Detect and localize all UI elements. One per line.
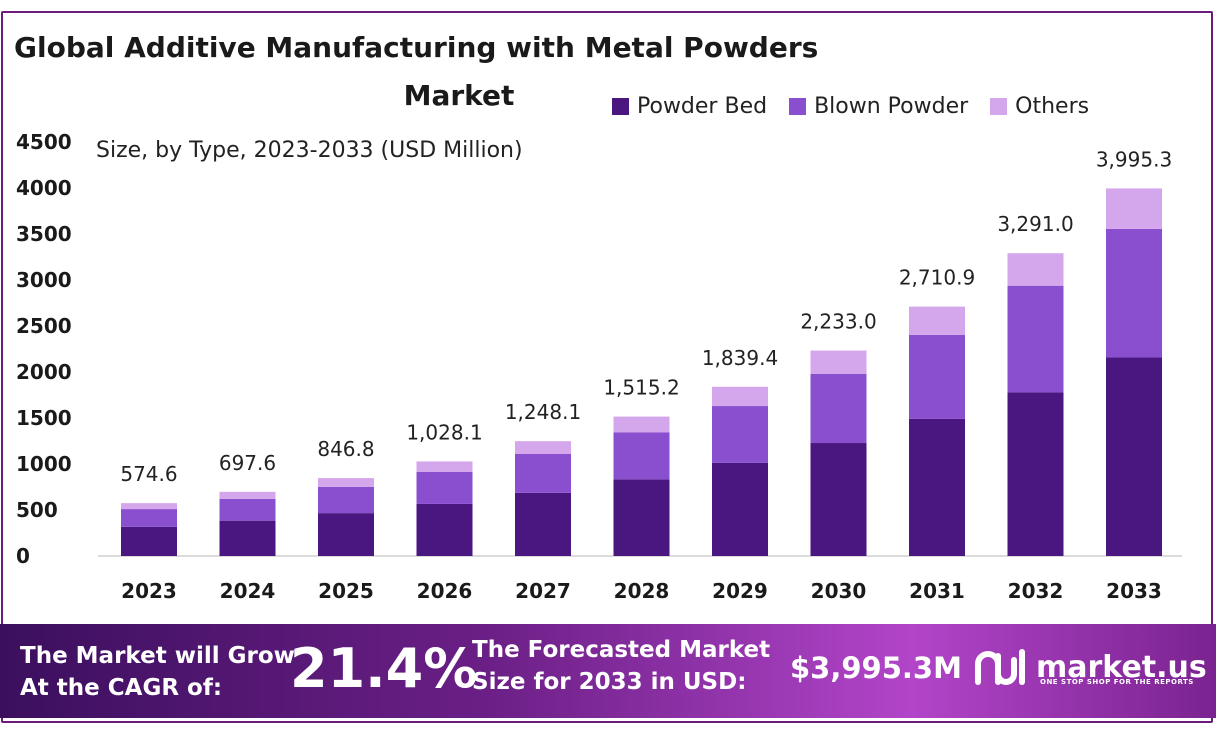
y-tick-label: 500 [16, 498, 58, 522]
bar-segment-others [909, 306, 965, 335]
bar-total-label: 1,839.4 [702, 346, 778, 370]
legend-label-blown-powder: Blown Powder [814, 94, 969, 119]
bar-segment-powder-bed [909, 418, 965, 556]
bar-total-label: 1,515.2 [603, 376, 679, 400]
x-tick-label: 2026 [417, 579, 473, 603]
bar-segment-blown-powder [416, 472, 473, 504]
x-tick-label: 2030 [811, 579, 867, 603]
y-tick-label: 4500 [16, 130, 72, 154]
market-us-logo-icon [975, 649, 1025, 685]
y-tick-label: 3500 [16, 222, 72, 246]
bar-total-label: 3,291.0 [997, 212, 1073, 236]
bar-segment-others [121, 503, 177, 510]
x-tick-label: 2033 [1106, 579, 1162, 603]
bar-segment-blown-powder [121, 509, 177, 527]
chart-subtitle: Size, by Type, 2023-2033 (USD Million) [96, 138, 523, 163]
y-tick-label: 0 [16, 544, 30, 568]
legend-swatch-powder-bed [612, 98, 629, 115]
bar-segment-powder-bed [1007, 392, 1064, 556]
cagr-label: The Market will Grow At the CAGR of: [20, 643, 295, 701]
legend-item-blown-powder: Blown Powder [789, 94, 968, 119]
legend-label-others: Others [1015, 94, 1090, 119]
bar-segment-others [1007, 253, 1064, 286]
bar-total-label: 2,710.9 [899, 266, 975, 290]
bar-segment-blown-powder [712, 406, 768, 463]
y-tick-label: 1000 [16, 452, 72, 476]
y-tick-label: 3000 [16, 268, 72, 292]
bar-total-label: 2,233.0 [800, 310, 876, 334]
bar-segment-others [219, 491, 276, 499]
x-tick-label: 2031 [909, 579, 965, 603]
chart-title: Global Additive Manufacturing with Metal… [14, 24, 904, 120]
chart-frame [1, 11, 1213, 723]
bar-segment-powder-bed [515, 492, 571, 556]
legend-swatch-others [990, 98, 1008, 115]
bar-total-label: 697.6 [219, 451, 276, 475]
legend-item-powder-bed: Powder Bed [612, 94, 767, 119]
x-tick-label: 2027 [515, 579, 571, 603]
bar-segment-blown-powder [810, 373, 867, 444]
chart-title-line1: Global Additive Manufacturing with Metal… [14, 31, 819, 64]
x-tick-label: 2032 [1008, 579, 1064, 603]
bar-segment-others [712, 386, 768, 407]
bar-segment-others [613, 416, 670, 433]
bar-segment-powder-bed [416, 503, 473, 556]
bar-segment-blown-powder [909, 334, 965, 419]
y-tick-label: 2000 [16, 360, 72, 384]
logo-tagline: ONE STOP SHOP FOR THE REPORTS [1040, 678, 1194, 686]
legend-label-powder-bed: Powder Bed [637, 94, 768, 119]
bar-segment-others [1106, 188, 1162, 229]
x-tick-label: 2028 [614, 579, 670, 603]
bar-segment-blown-powder [515, 453, 571, 493]
x-tick-label: 2024 [220, 579, 276, 603]
bar-segment-blown-powder [219, 498, 276, 521]
x-tick-label: 2025 [318, 579, 374, 603]
bar-segment-blown-powder [1106, 228, 1162, 358]
y-tick-label: 4000 [16, 176, 72, 200]
bar-total-label: 1,248.1 [505, 400, 581, 424]
x-tick-label: 2023 [121, 579, 177, 603]
y-tick-label: 2500 [16, 314, 72, 338]
bar-total-label: 1,028.1 [406, 420, 482, 444]
legend-swatch-blown-powder [789, 98, 807, 115]
bar-segment-powder-bed [613, 479, 670, 556]
x-tick-label: 2029 [712, 579, 768, 603]
bar-total-label: 846.8 [317, 437, 374, 461]
bar-segment-powder-bed [318, 513, 374, 556]
bar-segment-others [318, 478, 374, 487]
summary-banner: The Market will Grow At the CAGR of: 21.… [0, 624, 1216, 718]
bar-segment-blown-powder [318, 486, 374, 514]
bar-segment-blown-powder [613, 432, 670, 480]
bar-total-label: 574.6 [120, 462, 177, 486]
bar-segment-powder-bed [1106, 357, 1162, 556]
y-tick-label: 1500 [16, 406, 72, 430]
bar-segment-others [810, 350, 867, 374]
bar-segment-others [416, 461, 473, 473]
logo-text: market.us [1036, 650, 1207, 685]
bar-segment-others [515, 441, 571, 454]
chart-legend: Powder Bed Blown Powder Others [612, 94, 1089, 119]
bar-segment-powder-bed [121, 526, 177, 556]
stacked-bar-chart: 0 500 1000 1500 2000 2500 3000 3500 4000 4500 574.… [16, 130, 1182, 603]
bar-segment-powder-bed [219, 520, 276, 556]
bar-total-label: 3,995.3 [1096, 147, 1172, 171]
chart-title-line2: Market [403, 79, 515, 112]
bar-segment-blown-powder [1007, 285, 1064, 393]
market-us-logo: market.us [974, 646, 1207, 690]
forecast-value: $3,995.3M [790, 651, 962, 685]
legend-item-others: Others [990, 94, 1089, 119]
cagr-value: 21.4% [290, 637, 478, 700]
forecast-label: The Forecasted Market Size for 2033 in U… [472, 637, 771, 695]
bar-segment-powder-bed [712, 462, 768, 556]
bar-segment-powder-bed [810, 443, 867, 556]
